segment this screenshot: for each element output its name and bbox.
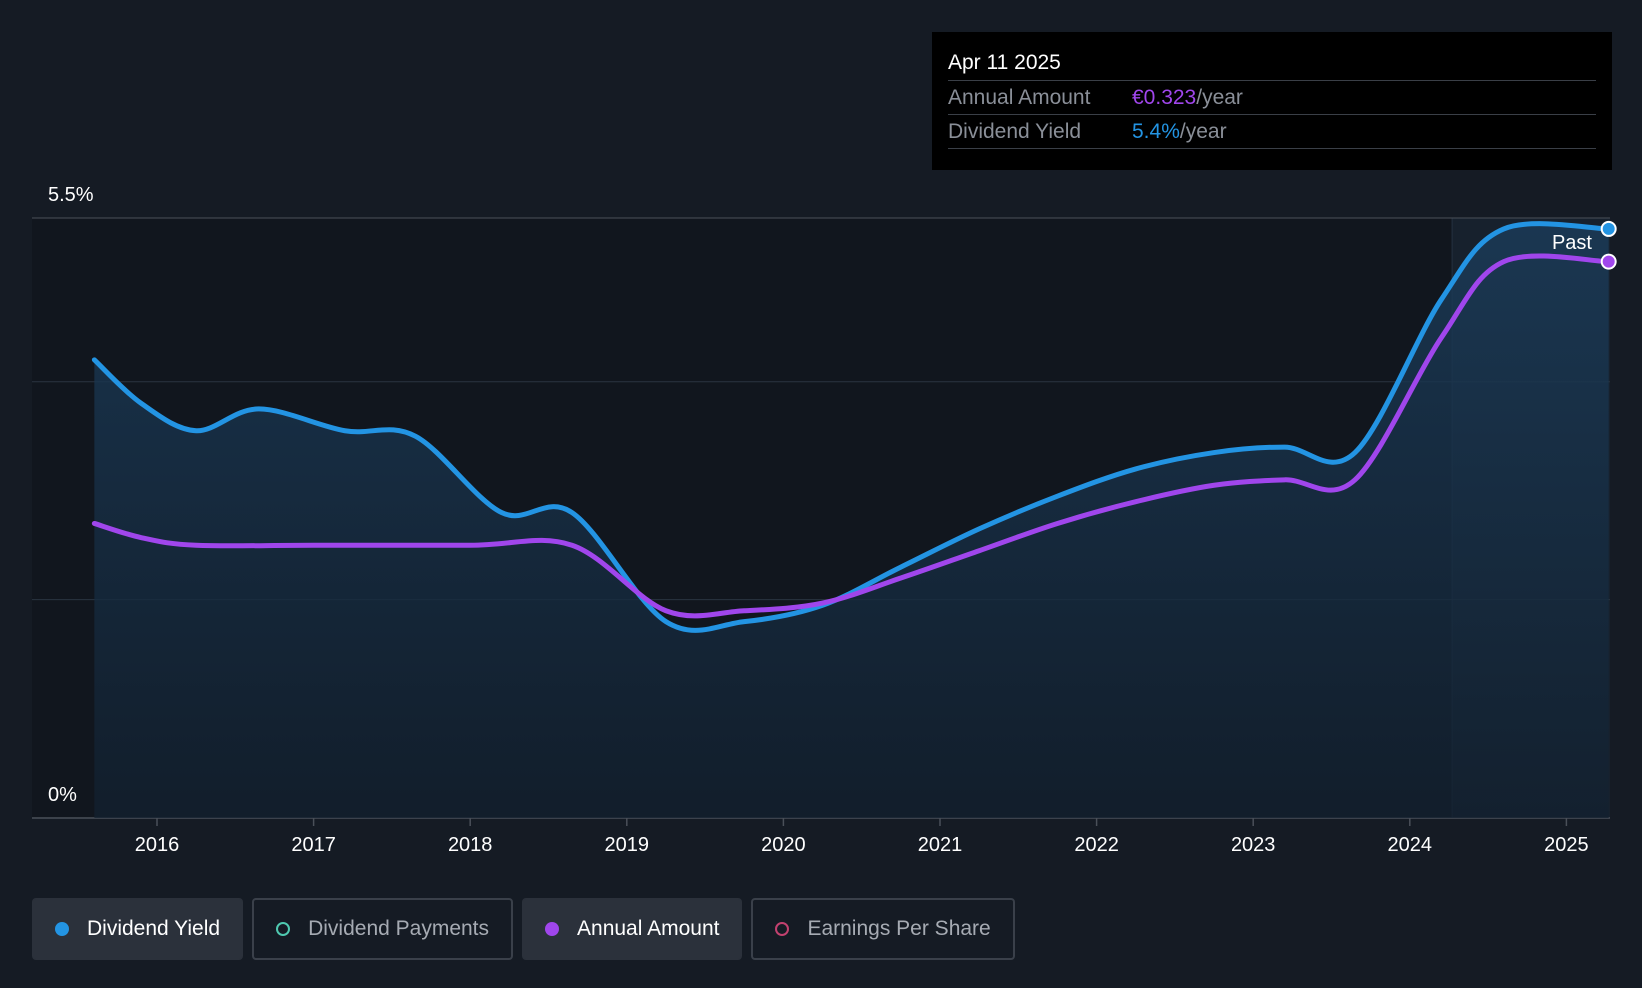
y-tick-label: 0%: [48, 784, 77, 806]
legend-dividend-yield-button[interactable]: Dividend Yield: [32, 898, 244, 960]
tooltip-value: 5.4%: [1132, 120, 1180, 143]
legend-label: Dividend Payments: [308, 917, 490, 940]
dividend-yield-end-marker: [1600, 220, 1617, 237]
x-tick-label: 2016: [135, 834, 180, 856]
legend-label: Earnings Per Share: [807, 917, 991, 940]
x-tick-label: 2018: [448, 834, 493, 856]
legend-ring-icon: [276, 922, 291, 936]
x-tick-label: 2019: [605, 834, 650, 856]
tooltip-label: Annual Amount: [948, 86, 1091, 109]
x-tick-label: 2023: [1231, 834, 1276, 856]
legend: Dividend Yield Dividend Payments Annual …: [32, 898, 1015, 960]
x-tick-label: 2020: [761, 834, 806, 856]
x-tick-label: 2025: [1544, 834, 1589, 856]
annual-amount-end-marker: [1600, 253, 1617, 270]
legend-dividend-payments-button[interactable]: Dividend Payments: [252, 898, 514, 960]
dividend-yield-area: [94, 223, 1609, 819]
x-tick-label: 2017: [291, 834, 336, 856]
x-tick-label: 2021: [918, 834, 963, 856]
tooltip-value: €0.323: [1132, 86, 1197, 109]
annual-amount-line: [91, 253, 1612, 619]
legend-dot-icon: [55, 922, 69, 936]
tooltip-row-dividend-yield: Dividend Yield 5.4% /year: [948, 115, 1596, 149]
legend-ring-icon: [775, 922, 790, 936]
tooltip: Apr 11 2025 Annual Amount €0.323 /year D…: [932, 32, 1612, 170]
legend-dot-icon: [545, 922, 560, 936]
legend-earnings-per-share-button[interactable]: Earnings Per Share: [751, 898, 1015, 960]
tooltip-unit: /year: [1179, 120, 1227, 143]
tooltip-date: Apr 11 2025: [948, 46, 1596, 81]
legend-label: Dividend Yield: [87, 917, 221, 940]
legend-annual-amount-button[interactable]: Annual Amount: [522, 898, 743, 960]
tooltip-label: Dividend Yield: [948, 120, 1082, 143]
legend-label: Annual Amount: [577, 917, 720, 940]
y-tick-label: 5.5%: [48, 184, 94, 206]
x-tick-label: 2022: [1074, 834, 1119, 856]
past-label: Past: [1552, 232, 1592, 254]
tooltip-unit: /year: [1196, 86, 1243, 109]
x-tick-label: 2024: [1388, 834, 1433, 856]
tooltip-row-annual-amount: Annual Amount €0.323 /year: [948, 81, 1596, 115]
